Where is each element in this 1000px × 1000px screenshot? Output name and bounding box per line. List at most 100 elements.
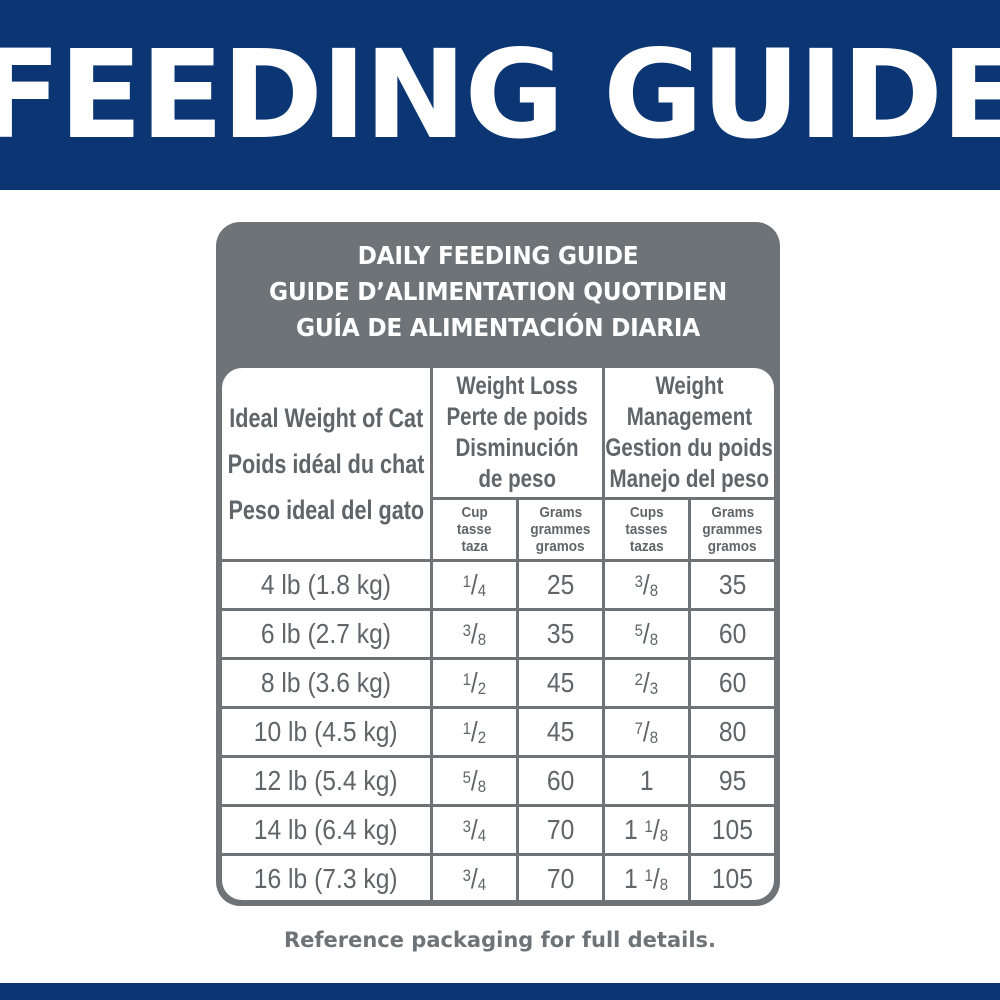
cell-value: 70 [546,814,575,845]
cell-value: 5/8 [634,618,659,649]
cell-value: 16 lb (7.3 kg) [254,863,398,894]
cell-wm-cup: 1 1/8 [605,856,688,900]
cell-wl-g: 60 [519,758,602,804]
cell-value: 25 [546,569,575,600]
header-line: Manejo del peso [609,464,770,493]
cell-value: 105 [711,814,754,845]
cell-value: 80 [718,716,747,747]
cell-value: 1/4 [462,569,487,600]
cell-value: 7/8 [634,716,659,747]
cell-wm-g: 95 [691,758,774,804]
cell-wm-g: 105 [691,856,774,900]
subheader-wl-grams: Grams grammes gramos [519,500,602,559]
subheader-line: grammes [530,521,591,538]
cell-wl-cup: 1/2 [433,709,516,755]
cell-value: 70 [546,863,575,894]
subheader-line: grammes [702,521,763,538]
subheader-line: gramos [708,538,757,555]
footer-note: Reference packaging for full details. [283,928,717,952]
cell-value: 3/8 [462,618,487,649]
cell-wm-cup: 1 1/8 [605,807,688,853]
cell-weight: 8 lb (3.6 kg) [222,660,430,706]
page-title: FEEDING GUIDE [0,24,1000,166]
cell-wl-g: 70 [519,807,602,853]
cell-value: 2/3 [634,667,659,698]
subheader-line: Cup [461,504,488,521]
cell-value: 1 1/8 [624,814,669,845]
cell-wm-g: 60 [691,660,774,706]
cell-wl-g: 25 [519,562,602,608]
cell-wm-g: 80 [691,709,774,755]
cell-wl-g: 45 [519,660,602,706]
panel-title-fr: GUIDE D’ALIMENTATION QUOTIDIEN [269,277,727,306]
subheader-line: Grams [539,504,582,521]
weight-loss-header: Weight Loss Perte de poids Disminución d… [433,368,602,497]
weight-management-header: Weight Management Gestion du poids Manej… [605,368,774,497]
weight-header-fr: Poids idéal du chat [227,448,425,479]
cell-weight: 6 lb (2.7 kg) [222,611,430,657]
cell-value: 60 [718,667,747,698]
header-line: de peso [478,464,557,493]
cell-wl-cup: 3/8 [433,611,516,657]
cell-value: 1/2 [462,716,487,747]
cell-value: 3/4 [462,814,487,845]
cell-wl-cup: 1/2 [433,660,516,706]
cell-value: 10 lb (4.5 kg) [254,716,398,747]
cell-wm-g: 60 [691,611,774,657]
header-line: Weight Loss [456,371,579,400]
cell-value: 1 1/8 [624,863,669,894]
cell-value: 5/8 [462,765,487,796]
feeding-guide-panel: DAILY FEEDING GUIDE GUIDE D’ALIMENTATION… [216,222,780,906]
cell-wl-g: 45 [519,709,602,755]
header-line: Management [626,402,753,431]
cell-value: 6 lb (2.7 kg) [260,618,392,649]
subheader-line: Cups [629,504,664,521]
cell-weight: 12 lb (5.4 kg) [222,758,430,804]
header-line: Perte de poids [446,402,589,431]
cell-value: 60 [546,765,575,796]
subheader-wm-cups: Cups tasses tazas [605,500,688,559]
cell-wl-cup: 3/4 [433,856,516,900]
cell-value: 105 [711,863,754,894]
cell-wl-cup: 3/4 [433,807,516,853]
cell-wl-g: 70 [519,856,602,900]
weight-header-es: Peso ideal del gato [228,494,424,525]
cell-value: 45 [546,667,575,698]
cell-wm-cup: 7/8 [605,709,688,755]
cell-value: 1/2 [462,667,487,698]
cell-value: 35 [546,618,575,649]
cell-value: 4 lb (1.8 kg) [260,569,392,600]
cell-wm-cup: 3/8 [605,562,688,608]
cell-value: 1 [639,765,654,796]
weight-header-en: Ideal Weight of Cat [229,402,424,433]
subheader-line: Grams [711,504,754,521]
cell-wm-cup: 1 [605,758,688,804]
cell-value: 14 lb (6.4 kg) [254,814,398,845]
subheader-line: gramos [536,538,585,555]
cell-value: 95 [718,765,747,796]
subheader-wm-grams: Grams grammes gramos [691,500,774,559]
cell-wl-cup: 5/8 [433,758,516,804]
cell-value: 12 lb (5.4 kg) [254,765,398,796]
header-line: Gestion du poids [605,433,774,462]
subheader-line: taza [461,538,488,555]
cell-weight: 10 lb (4.5 kg) [222,709,430,755]
cell-wl-cup: 1/4 [433,562,516,608]
panel-title-en: DAILY FEEDING GUIDE [357,241,639,270]
cell-weight: 16 lb (7.3 kg) [222,856,430,900]
cell-wl-g: 35 [519,611,602,657]
footer-bar [0,983,1000,1000]
cell-wm-cup: 2/3 [605,660,688,706]
cell-value: 45 [546,716,575,747]
cell-wm-g: 35 [691,562,774,608]
subheader-line: tasse [457,521,492,538]
cell-wm-cup: 5/8 [605,611,688,657]
panel-title: DAILY FEEDING GUIDE GUIDE D’ALIMENTATION… [216,238,780,346]
cell-value: 60 [718,618,747,649]
cell-wm-g: 105 [691,807,774,853]
subheader-wl-cup: Cup tasse taza [433,500,516,559]
cell-value: 3/8 [634,569,659,600]
cell-weight: 4 lb (1.8 kg) [222,562,430,608]
weight-column-header: Ideal Weight of Cat Poids idéal du chat … [222,368,430,559]
cell-value: 3/4 [462,863,487,894]
